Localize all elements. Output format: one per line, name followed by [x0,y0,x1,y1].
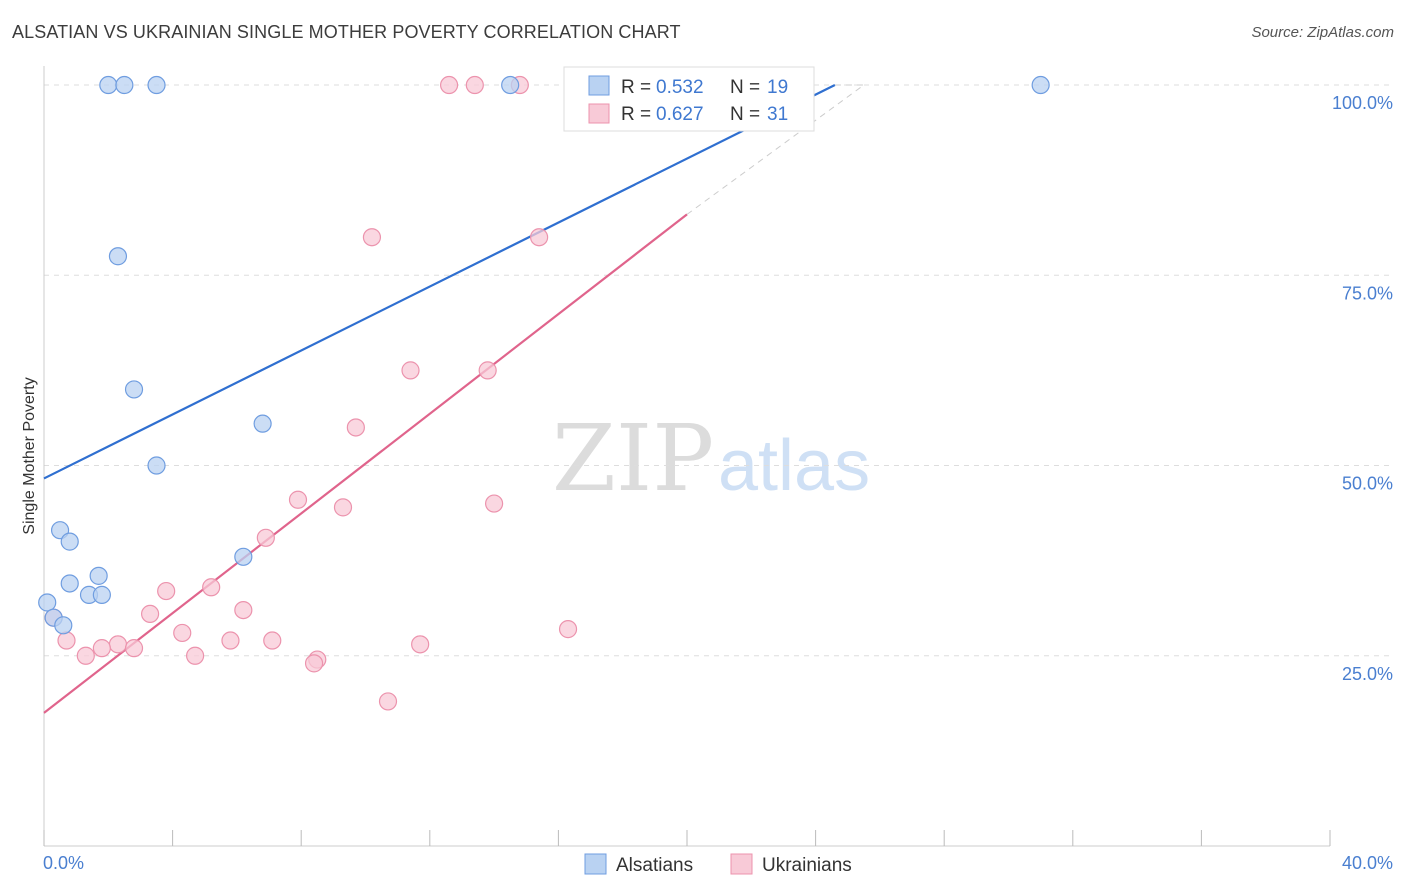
x-tick-label-0: 0.0% [43,853,84,873]
point-ukrainians-30 [378,692,398,711]
point-ukrainians-14 [234,600,253,620]
point-alsatians-2 [147,75,166,95]
point-ukrainians-7 [346,418,365,437]
trend-lines [43,84,865,714]
point-ukrainians-8 [288,490,308,509]
y-tick-label-1: 50.0% [1342,474,1393,494]
point-ukrainians-27 [186,646,205,665]
point-alsatians-16 [38,593,57,612]
point-alsatians-13 [60,574,79,593]
legend-r-label-ukrainians: R = [621,104,651,125]
stats-legend: R = 0.532 N = 19 R = 0.627 N = 31 [563,66,815,132]
y-tick-label-2: 75.0% [1342,283,1393,303]
point-ukrainians-18 [558,620,578,639]
point-ukrainians-29 [304,654,324,673]
axes [43,66,1331,847]
point-ukrainians-5 [401,361,420,380]
legend-n-label-alsatians: N = [730,77,760,98]
series-legend-label-ukrainians: Ukrainians [762,855,852,876]
tick-labels: 25.0% 50.0% 75.0% 100.0% 0.0% 40.0% [43,93,1393,873]
x-tick-label-1: 40.0% [1342,853,1393,873]
point-ukrainians-9 [485,494,504,513]
watermark: ZIP atlas [552,405,870,512]
point-alsatians-15 [92,585,111,604]
point-alsatians-1 [115,75,134,95]
series-legend-label-alsatians: Alsatians [616,855,693,876]
trend-line-alsatians [43,84,836,480]
data-points [38,75,1050,711]
point-alsatians-11 [234,547,253,566]
chart-title: ALSATIAN VS UKRAINIAN SINGLE MOTHER POVE… [12,22,681,42]
point-ukrainians-19 [57,631,76,650]
trend-extension-ukrainians [686,84,865,215]
point-ukrainians-23 [92,639,111,658]
point-alsatians-0 [99,75,118,95]
point-ukrainians-15 [140,604,160,624]
y-tick-label-0: 25.0% [1342,664,1393,684]
point-ukrainians-21 [263,631,282,650]
point-ukrainians-1 [465,75,484,95]
point-ukrainians-0 [439,75,459,95]
point-ukrainians-17 [173,623,192,643]
point-ukrainians-3 [362,228,382,247]
series-legend-swatch-ukrainians [730,853,753,875]
point-alsatians-12 [89,566,108,585]
legend-r-label-alsatians: R = [621,77,651,98]
point-ukrainians-20 [221,631,240,650]
point-alsatians-10 [60,532,79,551]
legend-n-label-ukrainians: N = [730,104,760,125]
y-axis-label: Single Mother Poverty [21,377,38,534]
point-alsatians-3 [501,75,520,95]
point-ukrainians-10 [333,498,353,517]
legend-r-value-alsatians: 0.532 [656,77,704,98]
series-legend: Alsatians Ukrainians [584,853,852,876]
point-ukrainians-12 [157,581,176,601]
legend-r-value-ukrainians: 0.627 [656,104,704,125]
point-ukrainians-24 [124,639,144,658]
y-tick-label-3: 100.0% [1332,93,1393,113]
gridlines [44,84,1394,657]
point-ukrainians-25 [411,635,430,654]
point-alsatians-5 [108,247,128,266]
point-ukrainians-22 [108,635,128,654]
point-alsatians-6 [124,380,144,399]
point-ukrainians-11 [256,528,275,547]
legend-n-value-alsatians: 19 [767,77,788,98]
trend-line-ukrainians [43,213,688,714]
chart-source: Source: ZipAtlas.com [1251,24,1394,41]
point-alsatians-4 [1031,75,1050,95]
watermark-zip: ZIP [552,405,714,512]
point-ukrainians-4 [530,228,549,247]
series-legend-swatch-alsatians [584,853,607,875]
point-ukrainians-13 [202,578,221,597]
point-alsatians-8 [147,456,166,475]
legend-swatch-alsatians [588,75,610,96]
point-ukrainians-6 [478,361,497,380]
point-ukrainians-26 [76,646,95,665]
point-alsatians-7 [253,414,272,433]
point-alsatians-18 [54,616,73,635]
legend-n-value-ukrainians: 31 [767,104,788,125]
legend-swatch-ukrainians [588,103,610,124]
